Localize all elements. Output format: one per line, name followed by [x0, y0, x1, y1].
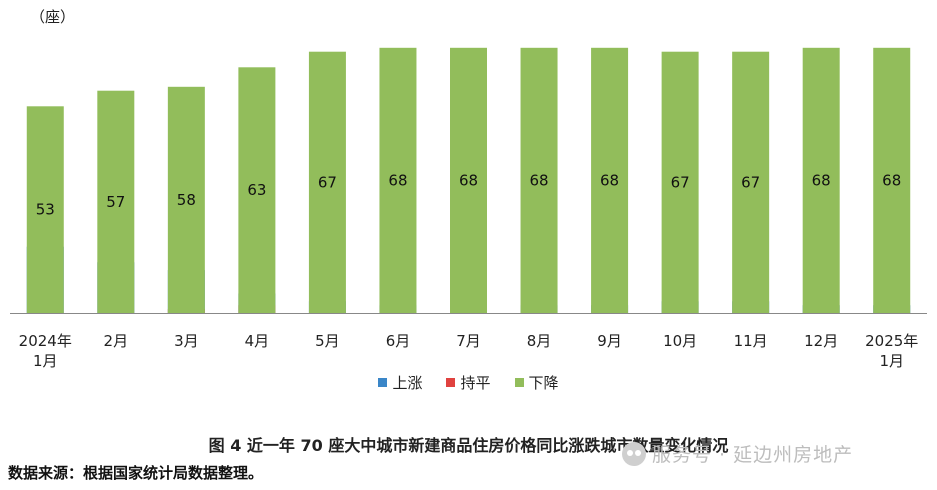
bar-下降-0: [26, 106, 64, 313]
watermark-text: 服务号 · 延边州房地产: [652, 444, 854, 466]
data-label-下降-7: 68: [529, 171, 548, 189]
legend-item-fall: 下降: [514, 372, 559, 393]
data-label-下降-2: 58: [177, 191, 196, 209]
data-label-下降-5: 68: [388, 171, 407, 189]
x-tick-label-9: 10月: [663, 332, 697, 350]
x-tick-label-0-1: 1月: [33, 352, 58, 370]
bar-下降-12: [873, 47, 911, 314]
bar-下降-11: [802, 47, 840, 314]
data-label-下降-1: 57: [106, 193, 125, 211]
chart: 170532024年1月130572月111583月52634月30675月20…: [10, 47, 927, 370]
x-tick-label-6: 7月: [456, 332, 481, 350]
x-tick-label-1: 2月: [104, 332, 129, 350]
x-tick-label-10: 11月: [734, 332, 768, 350]
legend-label-fall: 下降: [528, 374, 559, 392]
bar-下降-7: [520, 47, 558, 314]
legend-swatch-fall: [514, 378, 524, 387]
data-label-下降-8: 68: [600, 171, 619, 189]
bar-下降-6: [450, 47, 487, 314]
x-tick-label-12-1: 1月: [879, 352, 904, 370]
legend-label-flat: 持平: [460, 374, 491, 392]
bar-下降-5: [379, 47, 417, 314]
data-label-下降-6: 68: [459, 171, 478, 189]
data-label-下降-12: 68: [882, 171, 901, 189]
legend-item-rise: 上涨: [378, 372, 422, 393]
data-source: 数据来源：根据国家统计局数据整理。: [8, 464, 264, 482]
y-axis-unit: （座）: [30, 8, 76, 26]
x-tick-label-5: 6月: [386, 332, 411, 350]
x-tick-label-8: 9月: [597, 332, 622, 350]
bar-下降-8: [591, 47, 629, 314]
bar-下降-2: [167, 86, 205, 313]
bar-下降-10: [732, 51, 770, 313]
bar-下降-3: [238, 67, 276, 313]
legend: 上涨 持平 下降: [0, 372, 937, 393]
legend-item-flat: 持平: [446, 372, 491, 393]
x-tick-label-7: 8月: [527, 332, 552, 350]
data-label-下降-10: 67: [741, 173, 760, 191]
legend-swatch-flat: [446, 378, 456, 387]
wechat-icon: [622, 441, 646, 466]
x-tick-label-0-0: 2024年: [19, 332, 72, 350]
figure-caption: 图 4 近一年 70 座大中城市新建商品住房价格同比涨跌城市数量变化情况: [208, 436, 729, 455]
data-label-下降-11: 68: [812, 171, 831, 189]
x-tick-label-12-0: 2025年: [865, 332, 918, 350]
legend-label-rise: 上涨: [392, 374, 423, 392]
bar-下降-1: [97, 90, 135, 313]
bar-下降-4: [308, 51, 346, 313]
data-label-下降-3: 63: [247, 181, 266, 199]
watermark: 服务号 · 延边州房地产: [622, 440, 853, 467]
x-tick-label-11: 12月: [804, 332, 838, 350]
x-tick-label-4: 5月: [315, 332, 340, 350]
bar-下降-9: [661, 51, 699, 313]
x-tick-label-2: 3月: [174, 332, 199, 350]
data-label-下降-9: 67: [671, 173, 690, 191]
data-label-下降-0: 53: [36, 201, 55, 219]
data-label-下降-4: 67: [318, 173, 337, 191]
legend-swatch-rise: [378, 378, 388, 387]
x-tick-label-3: 4月: [245, 332, 270, 350]
